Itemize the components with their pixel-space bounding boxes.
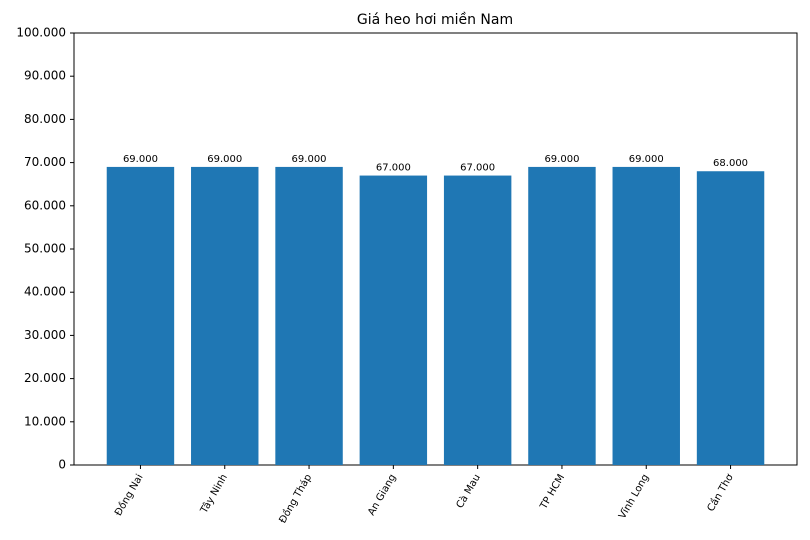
y-tick-label: 100.000 — [16, 26, 66, 40]
x-tick-label: TP HCM — [538, 473, 567, 513]
y-tick-label: 0 — [58, 458, 66, 472]
axes-frame — [73, 32, 798, 466]
value-label: 69.000 — [629, 154, 664, 165]
chart-title: Giá heo hơi miền Nam — [357, 11, 513, 28]
y-tick-label: 70.000 — [24, 155, 66, 169]
bar — [528, 166, 596, 466]
y-tick-label: 50.000 — [24, 242, 66, 256]
x-tick-label: Vĩnh Long — [617, 473, 651, 522]
y-tick-label: 30.000 — [24, 328, 66, 342]
y-tick-label: 80.000 — [24, 112, 66, 126]
value-label: 69.000 — [292, 154, 327, 165]
x-tick-label: Cà Mau — [454, 472, 483, 510]
value-label: 69.000 — [123, 154, 158, 165]
bar — [443, 175, 512, 465]
bar — [275, 166, 343, 466]
value-label: 68.000 — [713, 158, 748, 169]
y-tick-label: 40.000 — [24, 285, 66, 299]
x-tick-label: Cần Thơ — [705, 471, 736, 513]
bar — [106, 166, 175, 466]
x-tick-label: Tây Ninh — [197, 472, 229, 516]
bar — [359, 175, 428, 465]
value-label: 69.000 — [207, 154, 242, 165]
y-tick-label: 60.000 — [24, 198, 66, 212]
x-tick-label: An Giang — [366, 473, 398, 518]
bar — [612, 166, 680, 466]
y-tick-label: 90.000 — [24, 69, 66, 83]
value-label: 67.000 — [376, 163, 411, 174]
y-tick-label: 20.000 — [24, 371, 66, 385]
y-tick-label: 10.000 — [24, 414, 66, 428]
x-tick-label: Đồng Nai — [112, 472, 145, 518]
value-label: 67.000 — [460, 163, 495, 174]
value-label: 69.000 — [544, 154, 579, 165]
bar — [696, 171, 765, 466]
x-tick-label: Đồng Tháp — [277, 472, 315, 525]
bar — [191, 166, 259, 466]
